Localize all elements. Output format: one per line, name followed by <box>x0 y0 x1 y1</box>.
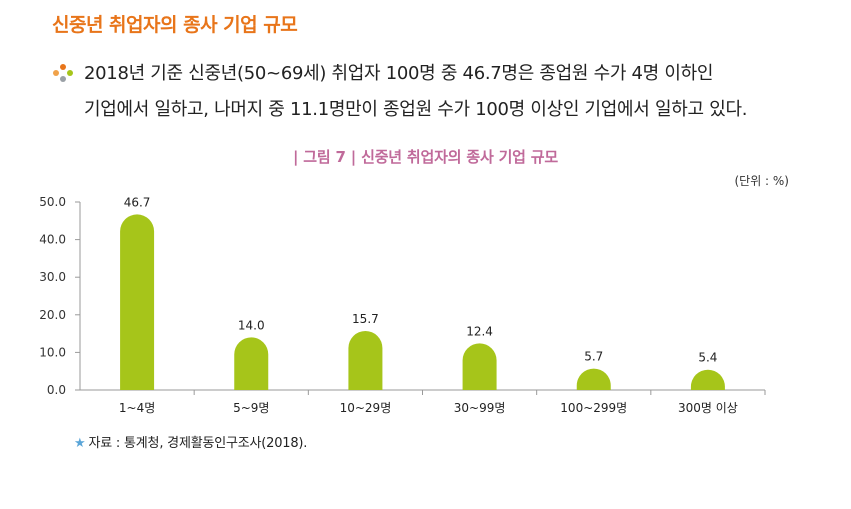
bullet-text: 2018년 기준 신중년(50~69세) 취업자 100명 중 46.7명은 종… <box>84 56 814 128</box>
y-tick-label: 50.0 <box>39 195 66 209</box>
bar <box>120 214 155 390</box>
bar-value-label: 46.7 <box>124 195 151 209</box>
caption-divider: | <box>350 148 357 166</box>
bar-value-label: 5.7 <box>584 350 603 364</box>
source-text: 자료 : 통계청, 경제활동인구조사(2018). <box>88 436 308 451</box>
bar <box>348 330 383 390</box>
section-title: 신중년 취업자의 종사 기업 규모 <box>52 14 298 36</box>
x-tick-label: 30~99명 <box>454 401 506 415</box>
y-tick-label: 10.0 <box>39 345 66 359</box>
caption-title: 신중년 취업자의 종사 기업 규모 <box>361 148 558 166</box>
y-tick-label: 30.0 <box>39 270 66 284</box>
caption-divider: | <box>292 148 299 166</box>
bar-value-label: 12.4 <box>466 324 493 338</box>
bar-value-label: 14.0 <box>238 318 265 332</box>
bar <box>234 337 269 390</box>
y-tick-label: 20.0 <box>39 308 66 322</box>
y-tick-label: 40.0 <box>39 233 66 247</box>
chart-caption: | 그림 7 | 신중년 취업자의 종사 기업 규모 <box>0 146 851 167</box>
x-tick-label: 300명 이상 <box>678 401 738 415</box>
x-tick-label: 10~29명 <box>340 401 392 415</box>
bar <box>576 368 611 390</box>
bar <box>462 343 497 390</box>
caption-prefix: 그림 7 <box>303 148 346 166</box>
star-icon: ★ <box>74 436 86 451</box>
source-note: ★ 자료 : 통계청, 경제활동인구조사(2018). <box>74 432 307 451</box>
bar-value-label: 15.7 <box>352 312 379 326</box>
bullet-line: 기업에서 일하고, 나머지 중 11.1명만이 종업원 수가 100명 이상인 … <box>84 99 748 120</box>
dot-cluster-icon <box>53 64 73 82</box>
unit-note: (단위 : %) <box>734 174 789 188</box>
y-tick-label: 0.0 <box>47 383 66 397</box>
bar-value-label: 5.4 <box>698 351 717 365</box>
x-tick-label: 5~9명 <box>233 401 269 415</box>
bar <box>690 369 725 390</box>
bullet-line: 2018년 기준 신중년(50~69세) 취업자 100명 중 46.7명은 종… <box>84 63 714 84</box>
x-tick-label: 100~299명 <box>560 401 627 415</box>
x-tick-label: 1~4명 <box>119 401 155 415</box>
